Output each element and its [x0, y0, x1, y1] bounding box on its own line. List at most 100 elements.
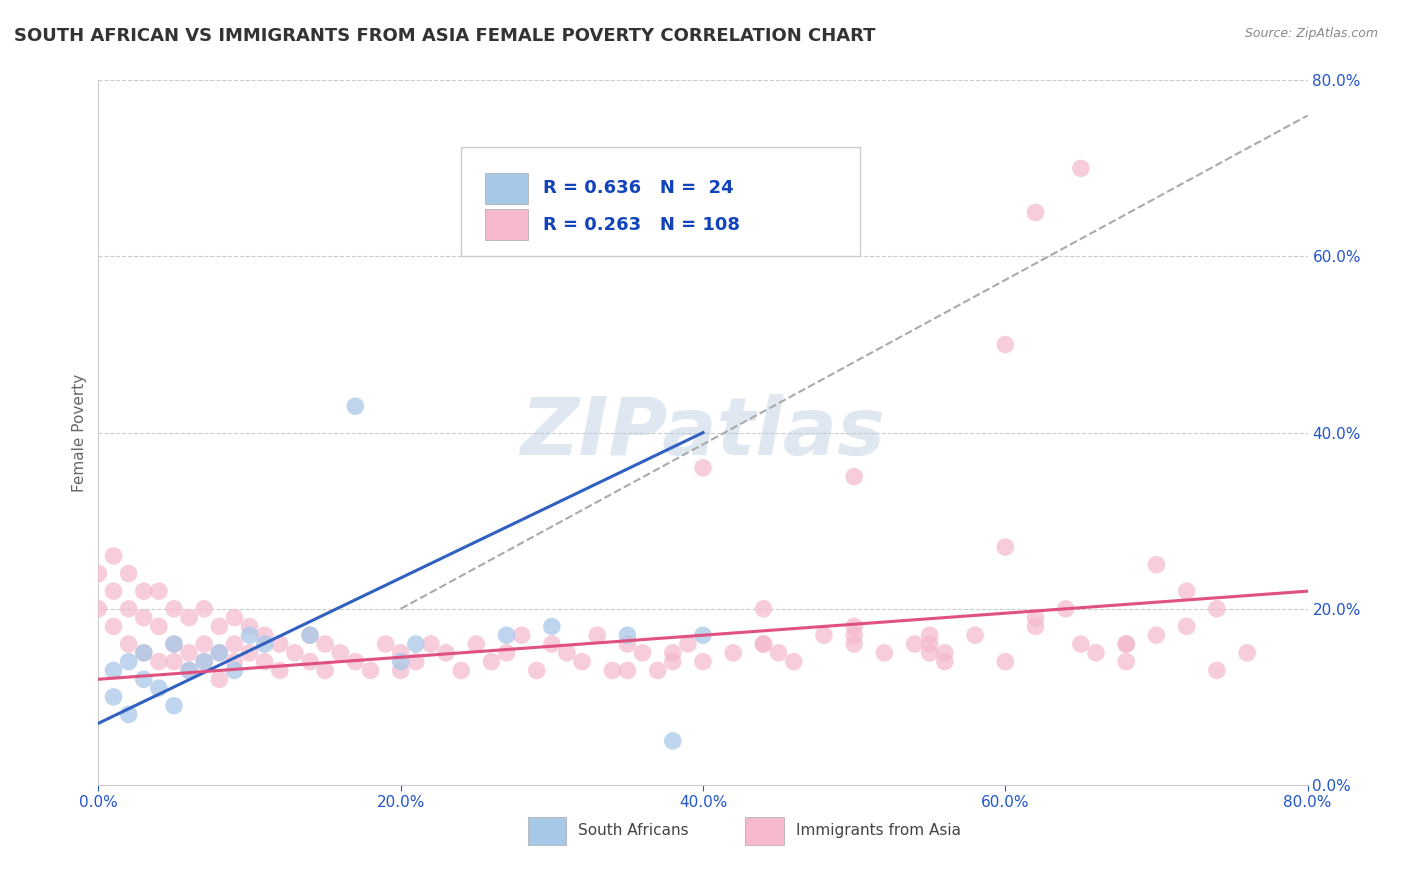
- Point: [224, 655, 246, 669]
- Point: [661, 734, 683, 748]
- Point: [344, 399, 367, 413]
- Point: [269, 637, 291, 651]
- Point: [224, 610, 246, 624]
- Point: [103, 690, 125, 704]
- Text: Source: ZipAtlas.com: Source: ZipAtlas.com: [1244, 27, 1378, 40]
- FancyBboxPatch shape: [527, 817, 567, 845]
- Point: [1236, 646, 1258, 660]
- Point: [647, 664, 669, 678]
- Point: [118, 637, 141, 651]
- Point: [434, 646, 457, 660]
- Point: [148, 619, 170, 633]
- Text: South Africans: South Africans: [578, 823, 689, 838]
- Point: [132, 584, 155, 599]
- Point: [873, 646, 896, 660]
- Point: [844, 628, 866, 642]
- Point: [768, 646, 790, 660]
- Point: [163, 637, 186, 651]
- Point: [193, 601, 215, 615]
- Point: [405, 637, 427, 651]
- Point: [208, 646, 231, 660]
- Point: [661, 655, 683, 669]
- Point: [148, 655, 170, 669]
- Point: [692, 460, 714, 475]
- Point: [132, 610, 155, 624]
- Point: [526, 664, 548, 678]
- Point: [132, 673, 155, 687]
- Text: ZIPatlas: ZIPatlas: [520, 393, 886, 472]
- Y-axis label: Female Poverty: Female Poverty: [72, 374, 87, 491]
- Point: [752, 637, 775, 651]
- Point: [844, 637, 866, 651]
- Point: [571, 655, 593, 669]
- Point: [813, 628, 835, 642]
- Point: [918, 646, 941, 660]
- Point: [239, 646, 262, 660]
- Point: [934, 655, 956, 669]
- Point: [132, 646, 155, 660]
- Point: [103, 664, 125, 678]
- Point: [374, 637, 396, 651]
- FancyBboxPatch shape: [485, 210, 527, 240]
- Point: [193, 655, 215, 669]
- Point: [329, 646, 352, 660]
- Point: [224, 637, 246, 651]
- Point: [1085, 646, 1108, 660]
- Point: [239, 628, 262, 642]
- Point: [1115, 655, 1137, 669]
- Text: Immigrants from Asia: Immigrants from Asia: [796, 823, 962, 838]
- Point: [163, 698, 186, 713]
- Point: [208, 646, 231, 660]
- Point: [179, 646, 201, 660]
- Text: SOUTH AFRICAN VS IMMIGRANTS FROM ASIA FEMALE POVERTY CORRELATION CHART: SOUTH AFRICAN VS IMMIGRANTS FROM ASIA FE…: [14, 27, 876, 45]
- Point: [299, 628, 322, 642]
- Point: [1070, 637, 1092, 651]
- Point: [616, 664, 638, 678]
- Point: [1175, 584, 1198, 599]
- Point: [540, 619, 562, 633]
- Point: [752, 601, 775, 615]
- Point: [344, 655, 367, 669]
- Point: [934, 646, 956, 660]
- Point: [783, 655, 806, 669]
- Point: [253, 655, 276, 669]
- Point: [602, 664, 624, 678]
- Point: [148, 681, 170, 695]
- Text: R = 0.263   N = 108: R = 0.263 N = 108: [543, 216, 741, 234]
- Point: [616, 628, 638, 642]
- Point: [844, 469, 866, 483]
- Point: [163, 655, 186, 669]
- Point: [132, 646, 155, 660]
- Point: [179, 664, 201, 678]
- Point: [1175, 619, 1198, 633]
- Point: [239, 619, 262, 633]
- Point: [723, 646, 745, 660]
- Point: [224, 664, 246, 678]
- Point: [692, 655, 714, 669]
- Point: [1054, 601, 1077, 615]
- Point: [118, 601, 141, 615]
- Point: [918, 628, 941, 642]
- Point: [465, 637, 488, 651]
- Point: [314, 637, 336, 651]
- Point: [208, 673, 231, 687]
- Point: [389, 646, 412, 660]
- Point: [179, 664, 201, 678]
- Point: [1024, 619, 1046, 633]
- Point: [616, 637, 638, 651]
- Point: [360, 664, 382, 678]
- Point: [586, 628, 609, 642]
- Point: [540, 637, 562, 651]
- FancyBboxPatch shape: [461, 147, 860, 257]
- Point: [118, 566, 141, 581]
- Point: [253, 628, 276, 642]
- Point: [284, 646, 307, 660]
- Point: [844, 619, 866, 633]
- Point: [450, 664, 472, 678]
- Point: [269, 664, 291, 678]
- Point: [87, 601, 110, 615]
- Point: [103, 584, 125, 599]
- Point: [405, 655, 427, 669]
- Point: [495, 628, 517, 642]
- Point: [314, 664, 336, 678]
